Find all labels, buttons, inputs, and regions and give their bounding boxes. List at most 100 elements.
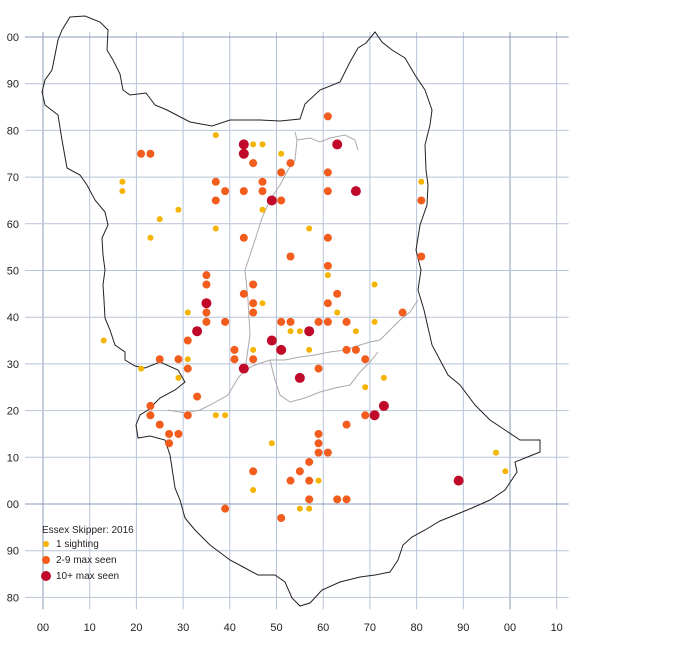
sighting-point	[323, 317, 332, 326]
sighting-point	[146, 401, 155, 410]
sighting-point	[250, 486, 257, 493]
legend-swatch	[42, 556, 50, 564]
sighting-point	[259, 206, 266, 213]
sighting-point	[286, 317, 295, 326]
sighting-point	[165, 439, 174, 448]
y-tick-label: 60	[7, 219, 19, 231]
sighting-point	[201, 298, 212, 309]
district-boundary	[167, 299, 419, 414]
sighting-point	[342, 495, 351, 504]
sighting-point	[314, 429, 323, 438]
sighting-point	[304, 326, 315, 337]
sighting-point	[119, 178, 126, 185]
sighting-point	[323, 299, 332, 308]
sighting-point	[369, 410, 380, 421]
sighting-point	[323, 233, 332, 242]
sighting-point	[323, 187, 332, 196]
sighting-point	[380, 374, 387, 381]
sighting-point	[266, 195, 277, 206]
sighting-point	[417, 196, 426, 205]
sighting-point	[250, 141, 257, 148]
sighting-point	[502, 468, 509, 475]
district-boundary	[296, 134, 359, 151]
sighting-point	[202, 317, 211, 326]
sighting-point	[259, 141, 266, 148]
sighting-point	[230, 355, 239, 364]
sighting-point	[315, 477, 322, 484]
sighting-point	[305, 495, 314, 504]
sighting-point	[258, 177, 267, 186]
sighting-point	[221, 504, 230, 513]
sighting-point	[296, 328, 303, 335]
x-tick-label: 70	[364, 622, 376, 634]
district-boundary	[269, 351, 379, 403]
sighting-point	[258, 187, 267, 196]
x-tick-label: 10	[84, 622, 96, 634]
sighting-point	[277, 514, 286, 523]
x-tick-label: 10	[551, 622, 563, 634]
sighting-point	[287, 328, 294, 335]
y-tick-label: 80	[7, 592, 19, 604]
sighting-point	[362, 384, 369, 391]
sighting-point	[147, 234, 154, 241]
sighting-point	[138, 365, 145, 372]
sighting-point	[286, 476, 295, 485]
sighting-point	[276, 344, 287, 355]
sighting-point	[277, 317, 286, 326]
y-axis-labels: 00 90 80 70 60 50 40 30 20 10 00 90 80	[7, 32, 19, 604]
sighting-point	[137, 149, 146, 158]
sighting-point	[361, 355, 370, 364]
sighting-point	[314, 364, 323, 373]
sighting-point	[277, 196, 286, 205]
sighting-point	[294, 372, 305, 383]
sighting-point	[332, 139, 343, 150]
sighting-point	[323, 112, 332, 121]
sighting-point	[306, 505, 313, 512]
x-tick-label: 00	[504, 622, 516, 634]
sighting-point	[306, 346, 313, 353]
county-boundary	[41, 15, 541, 607]
sighting-point	[266, 335, 277, 346]
sighting-point	[202, 308, 211, 317]
legend-label: 2-9 max seen	[56, 555, 117, 566]
sighting-point	[221, 187, 230, 196]
sighting-point	[249, 467, 258, 476]
sighting-point	[183, 411, 192, 420]
sighting-point	[155, 420, 164, 429]
sighting-point	[268, 440, 275, 447]
y-tick-label: 40	[7, 312, 19, 324]
y-tick-label: 50	[7, 266, 19, 278]
x-tick-label: 00	[37, 622, 49, 634]
sighting-point	[239, 289, 248, 298]
x-tick-label: 60	[317, 622, 329, 634]
sighting-point	[342, 420, 351, 429]
sighting-point	[239, 233, 248, 242]
sighting-point	[249, 299, 258, 308]
sighting-point	[305, 457, 314, 466]
legend-label: 1 sighting	[56, 539, 99, 550]
sighting-point	[175, 374, 182, 381]
sighting-points	[100, 112, 509, 523]
sighting-point	[156, 216, 163, 223]
sighting-point	[295, 467, 304, 476]
sighting-point	[334, 309, 341, 316]
sighting-point	[305, 476, 314, 485]
sighting-point	[250, 346, 257, 353]
sighting-point	[202, 271, 211, 280]
sighting-point	[221, 317, 230, 326]
sighting-point	[249, 159, 258, 168]
sighting-point	[323, 168, 332, 177]
sighting-point	[183, 364, 192, 373]
y-tick-label: 20	[7, 406, 19, 418]
sighting-point	[342, 345, 351, 354]
sighting-point	[165, 429, 174, 438]
x-tick-label: 50	[270, 622, 282, 634]
legend-title: Essex Skipper: 2016	[42, 525, 134, 536]
sighting-point	[238, 148, 249, 159]
y-tick-label: 70	[7, 172, 19, 184]
y-tick-label: 10	[7, 452, 19, 464]
legend: Essex Skipper: 2016 1 sighting 2-9 max se…	[41, 525, 134, 582]
sighting-point	[212, 412, 219, 419]
y-tick-label: 30	[7, 359, 19, 371]
